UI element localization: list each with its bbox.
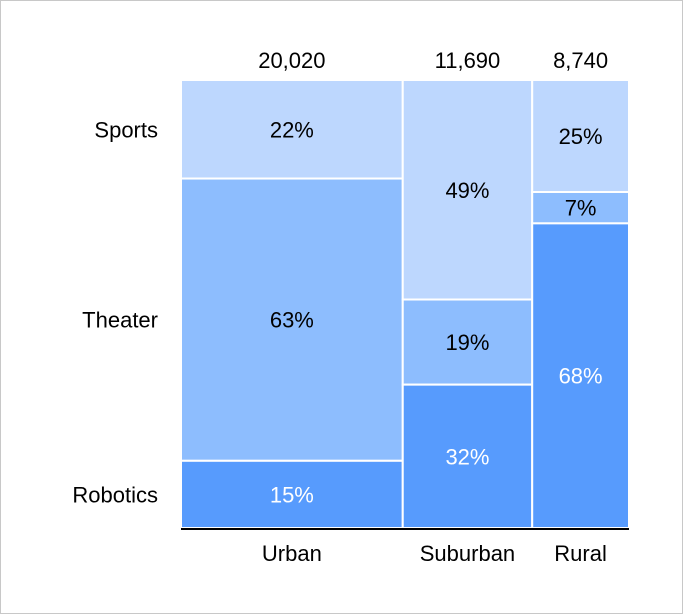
column-total-label: 8,740 <box>553 48 608 73</box>
column-total-label: 11,690 <box>435 48 501 73</box>
segment-theater-rural <box>531 191 630 225</box>
segment-label: 32% <box>445 444 489 469</box>
segment-label: 25% <box>559 124 603 149</box>
segment-robotics-urban <box>180 459 404 529</box>
x-tick-label: Suburban <box>420 541 515 566</box>
segment-robotics-suburban <box>401 383 534 530</box>
segment-theater-urban <box>180 177 404 462</box>
segment-label: 63% <box>270 308 314 333</box>
segment-label: 22% <box>270 117 314 142</box>
segment-label: 7% <box>565 196 597 221</box>
segment-label: 15% <box>270 482 314 507</box>
y-legend-label: Theater <box>82 308 158 333</box>
segment-sports-urban <box>180 79 404 180</box>
column-total-label: 20,020 <box>258 48 325 73</box>
segment-label: 19% <box>445 330 489 355</box>
segment-sports-suburban <box>401 79 534 301</box>
x-tick-label: Urban <box>262 541 322 566</box>
x-tick-label: Rural <box>554 541 607 566</box>
segment-label: 49% <box>445 178 489 203</box>
y-legend-label: Robotics <box>72 482 158 507</box>
segment-label: 68% <box>559 364 603 389</box>
y-legend-label: Sports <box>94 117 158 142</box>
